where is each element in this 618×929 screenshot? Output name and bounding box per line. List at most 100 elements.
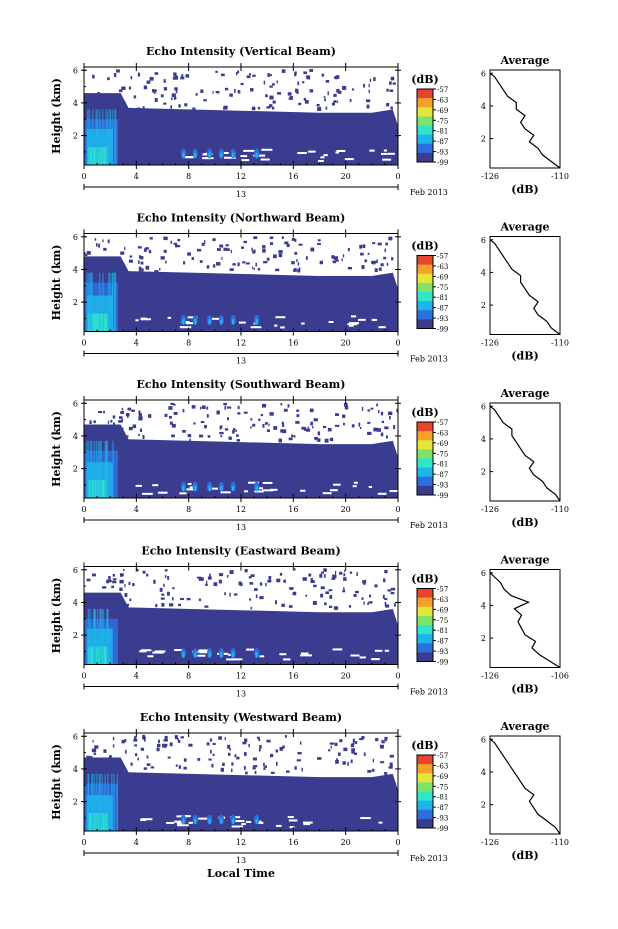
avg-y-tick-label: 2 — [481, 468, 486, 477]
echo-speckle — [200, 420, 205, 424]
echo-speckle — [164, 569, 168, 572]
echo-streak — [109, 272, 111, 332]
echo-speckle — [183, 758, 187, 762]
echo-speckle — [203, 99, 207, 102]
echo-speckle — [384, 736, 388, 740]
echo-speckle — [201, 405, 206, 410]
heatmap — [84, 734, 398, 831]
echo-speckle — [389, 416, 391, 420]
echo-speckle — [123, 568, 125, 572]
echo-speckle — [361, 265, 365, 269]
echo-speckle — [92, 740, 94, 743]
colorbar-segment — [417, 440, 433, 450]
echo-streak — [88, 109, 91, 165]
echo-speckle — [84, 254, 88, 257]
echo-speckle — [86, 578, 91, 582]
echo-blob-core — [231, 818, 235, 825]
echo-speckle — [158, 739, 160, 744]
echo-speckle — [372, 242, 376, 245]
echo-gap — [274, 324, 278, 327]
echo-speckle — [119, 416, 123, 419]
echo-speckle — [389, 762, 393, 767]
echo-speckle — [383, 256, 387, 260]
colorbar-tick-label: -93 — [437, 315, 448, 323]
echo-speckle — [384, 598, 388, 601]
echo-speckle — [186, 597, 191, 601]
colorbar-tick-label: -99 — [437, 326, 448, 334]
echo-speckle — [170, 240, 173, 244]
echo-gap — [389, 490, 398, 493]
echo-speckle — [374, 584, 378, 588]
colorbar-tick-label: -57 — [437, 253, 448, 261]
echo-speckle — [138, 260, 140, 264]
echo-speckle — [332, 260, 337, 264]
date-label: Feb 2013 — [410, 521, 448, 530]
echo-speckle — [312, 426, 314, 429]
echo-blob-core — [231, 152, 235, 159]
echo-speckle — [351, 750, 355, 754]
echo-speckle — [328, 589, 333, 592]
echo-speckle — [308, 573, 312, 577]
echo-speckle — [121, 101, 126, 105]
echo-speckle — [224, 405, 227, 410]
echo-speckle — [134, 744, 138, 747]
echo-speckle — [277, 92, 282, 95]
echo-speckle — [368, 89, 370, 93]
echo-speckle — [84, 604, 89, 609]
echo-speckle — [225, 244, 229, 247]
echo-gap — [280, 326, 285, 329]
avg-x-tick-label: -110 — [551, 172, 569, 181]
echo-speckle — [245, 262, 250, 265]
echo-speckle — [142, 734, 146, 739]
echo-speckle — [304, 100, 309, 104]
echo-speckle — [306, 75, 311, 80]
echo-gap — [318, 159, 324, 162]
colorbar-unit: (dB) — [411, 73, 438, 86]
echo-speckle — [89, 435, 93, 440]
echo-speckle — [128, 426, 133, 431]
colorbar-tick-label: -75 — [437, 617, 448, 625]
echo-speckle — [298, 267, 301, 271]
echo-gap — [226, 658, 235, 661]
echo-gap — [245, 820, 252, 823]
echo-gap — [185, 322, 194, 325]
echo-speckle — [134, 753, 138, 757]
avg-frame — [489, 402, 561, 502]
echo-streak — [101, 773, 103, 831]
echo-speckle — [182, 261, 186, 265]
echo-speckle — [154, 270, 159, 274]
echo-speckle — [199, 406, 202, 410]
echo-speckle — [132, 583, 135, 587]
echo-gap — [174, 820, 185, 823]
echo-speckle — [275, 268, 280, 272]
echo-speckle — [296, 259, 298, 262]
colorbar-frame — [416, 754, 434, 829]
echo-speckle — [350, 743, 355, 748]
echo-speckle — [367, 431, 372, 435]
echo-speckle — [363, 752, 366, 757]
x-tick-label: 4 — [134, 505, 139, 514]
colorbar-unit: (dB) — [411, 406, 438, 419]
colorbar-segment — [417, 134, 433, 145]
echo-speckle — [178, 765, 182, 769]
echo-speckle — [98, 411, 103, 414]
echo-speckle — [301, 426, 305, 430]
x-tick-label: 12 — [236, 838, 246, 847]
echo-speckle — [163, 583, 165, 587]
y-axis-label: Height (km) — [50, 78, 63, 154]
echo-gap — [140, 818, 153, 821]
avg-line — [489, 738, 561, 835]
colorbar-segment — [417, 107, 433, 117]
echo-speckle — [87, 268, 90, 272]
echo-speckle — [324, 98, 326, 102]
echo-speckle — [129, 598, 132, 602]
echo-speckle — [98, 243, 101, 248]
echo-speckle — [163, 743, 168, 747]
echo-speckle — [106, 579, 110, 584]
echo-speckle — [204, 424, 207, 429]
echo-speckle — [191, 405, 196, 409]
echo-speckle — [264, 422, 268, 425]
echo-speckle — [118, 89, 123, 93]
echo-speckle — [293, 268, 297, 272]
echo-speckle — [319, 573, 323, 578]
